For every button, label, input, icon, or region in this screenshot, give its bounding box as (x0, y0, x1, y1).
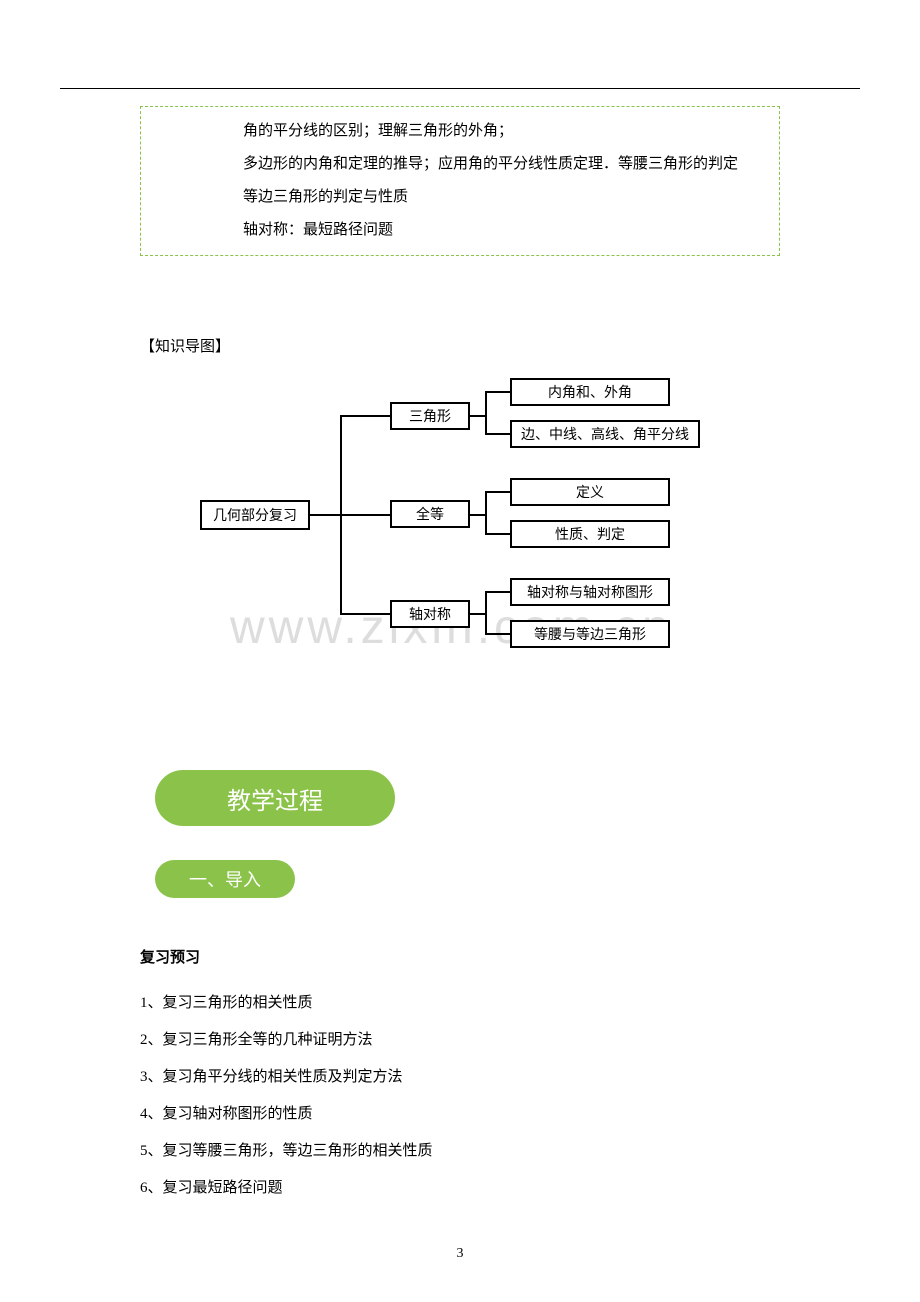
summary-line: 等边三角形的判定与性质 (243, 181, 767, 214)
diagram-mid-node: 轴对称 (390, 600, 470, 628)
diagram-leaf: 等腰与等边三角形 (510, 620, 670, 648)
section-pill-large-label: 教学过程 (227, 781, 323, 816)
connector (340, 415, 390, 417)
review-item: 5、复习等腰三角形，等边三角形的相关性质 (140, 1133, 433, 1169)
diagram-mid-node: 全等 (390, 500, 470, 528)
connector (485, 591, 510, 593)
review-item: 2、复习三角形全等的几种证明方法 (140, 1022, 373, 1058)
diagram-leaf: 定义 (510, 478, 670, 506)
summary-box: 角的平分线的区别；理解三角形的外角； 多边形的内角和定理的推导；应用角的平分线性… (140, 106, 780, 256)
connector (485, 391, 487, 435)
connector (485, 591, 487, 635)
review-item: 1、复习三角形的相关性质 (140, 985, 313, 1021)
connector (485, 633, 510, 635)
connector (485, 433, 510, 435)
section-pill-small: 一、导入 (155, 860, 295, 898)
section-pill-small-label: 一、导入 (189, 866, 261, 892)
review-item: 3、复习角平分线的相关性质及判定方法 (140, 1059, 403, 1095)
review-item: 6、复习最短路径问题 (140, 1170, 283, 1206)
summary-line: 多边形的内角和定理的推导；应用角的平分线性质定理．等腰三角形的判定 (243, 148, 767, 181)
summary-line: 角的平分线的区别；理解三角形的外角； (243, 115, 767, 148)
connector (310, 514, 340, 516)
connector (485, 491, 510, 493)
page-number: 3 (0, 1246, 920, 1262)
horizontal-rule (60, 88, 860, 89)
diagram-root: 几何部分复习 (200, 500, 310, 530)
review-heading: 复习预习 (140, 940, 200, 976)
knowledge-diagram: 几何部分复习 三角形 全等 轴对称 内角和、外角 边、中线、高线、角平分线 定义… (200, 360, 730, 660)
knowledge-map-heading: 【知识导图】 (140, 335, 230, 356)
review-item: 4、复习轴对称图形的性质 (140, 1096, 313, 1132)
connector (485, 533, 510, 535)
diagram-leaf: 边、中线、高线、角平分线 (510, 420, 700, 448)
summary-left-col (153, 115, 243, 247)
connector (485, 391, 510, 393)
connector (470, 514, 485, 516)
summary-right-col: 角的平分线的区别；理解三角形的外角； 多边形的内角和定理的推导；应用角的平分线性… (243, 115, 767, 247)
diagram-leaf: 性质、判定 (510, 520, 670, 548)
connector (485, 491, 487, 535)
connector (470, 613, 485, 615)
connector (470, 415, 485, 417)
diagram-mid-node: 三角形 (390, 402, 470, 430)
section-pill-large: 教学过程 (155, 770, 395, 826)
connector (340, 514, 390, 516)
connector (340, 613, 390, 615)
summary-line: 轴对称：最短路径问题 (243, 214, 767, 247)
diagram-leaf: 轴对称与轴对称图形 (510, 578, 670, 606)
diagram-leaf: 内角和、外角 (510, 378, 670, 406)
